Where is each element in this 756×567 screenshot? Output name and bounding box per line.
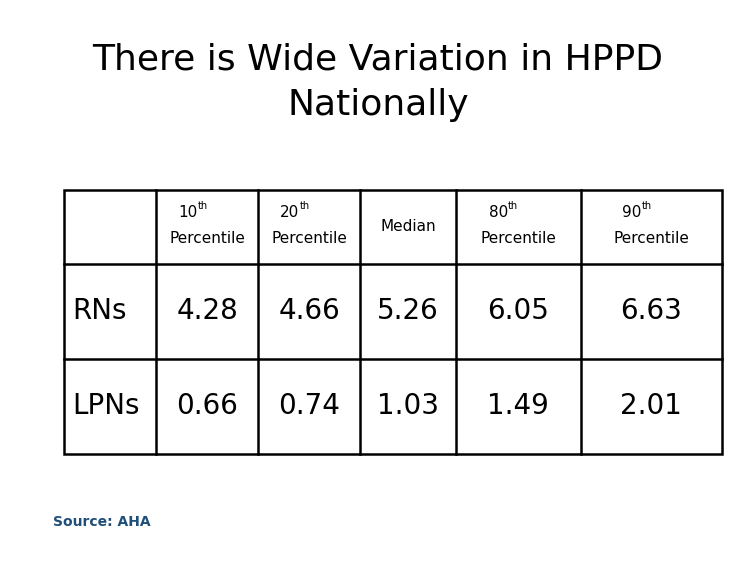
Text: Median: Median bbox=[380, 219, 435, 234]
Text: 20: 20 bbox=[280, 205, 299, 220]
Text: 4.66: 4.66 bbox=[278, 297, 340, 325]
Text: Percentile: Percentile bbox=[613, 231, 689, 246]
Text: 1.49: 1.49 bbox=[487, 392, 549, 420]
Text: RNs: RNs bbox=[72, 297, 126, 325]
Text: 6.05: 6.05 bbox=[487, 297, 549, 325]
Text: 10: 10 bbox=[178, 205, 197, 220]
Text: 2.01: 2.01 bbox=[621, 392, 682, 420]
Text: th: th bbox=[508, 201, 519, 211]
Text: Percentile: Percentile bbox=[271, 231, 347, 246]
Bar bbox=[64, 190, 722, 454]
Text: Nationally: Nationally bbox=[287, 88, 469, 122]
Text: Percentile: Percentile bbox=[169, 231, 245, 246]
Text: 6.63: 6.63 bbox=[621, 297, 682, 325]
Text: 4.28: 4.28 bbox=[176, 297, 238, 325]
Text: LPNs: LPNs bbox=[72, 392, 139, 420]
Text: 0.66: 0.66 bbox=[176, 392, 238, 420]
Text: 1.03: 1.03 bbox=[377, 392, 439, 420]
Text: th: th bbox=[197, 201, 208, 211]
Text: Percentile: Percentile bbox=[480, 231, 556, 246]
Text: There is Wide Variation in HPPD: There is Wide Variation in HPPD bbox=[92, 43, 664, 77]
Text: 80: 80 bbox=[489, 205, 508, 220]
Text: Source: AHA: Source: AHA bbox=[53, 515, 150, 528]
Text: 90: 90 bbox=[622, 205, 641, 220]
Text: 5.26: 5.26 bbox=[377, 297, 438, 325]
Text: th: th bbox=[641, 201, 652, 211]
Text: 0.74: 0.74 bbox=[278, 392, 340, 420]
Text: th: th bbox=[299, 201, 309, 211]
